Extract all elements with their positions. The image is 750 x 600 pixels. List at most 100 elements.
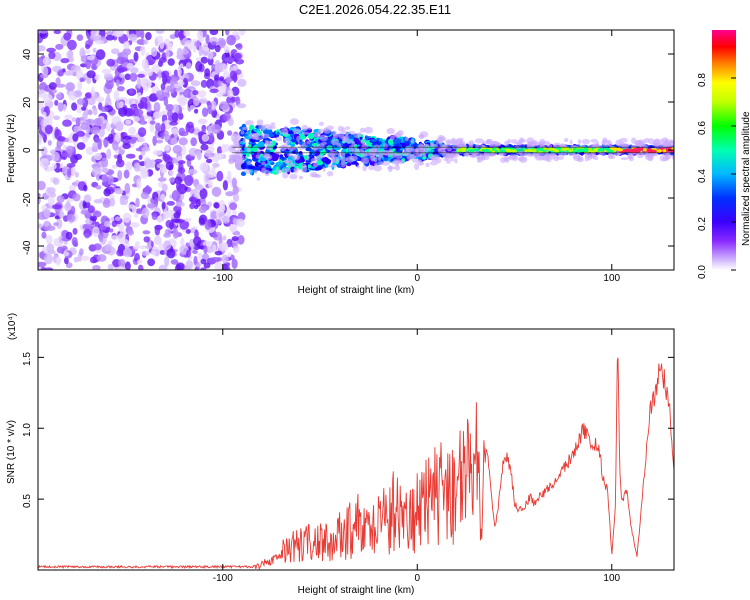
heatmap-cell xyxy=(135,208,142,213)
heatmap-cell xyxy=(330,155,336,162)
line-xtick-label: 0 xyxy=(414,573,421,584)
heatmap-cell xyxy=(530,140,539,147)
heatmap-cell xyxy=(238,30,246,36)
heatmap-cell xyxy=(94,73,100,81)
heatmap-cell xyxy=(474,138,484,144)
heatmap-cell xyxy=(55,83,66,88)
heatmap-cell xyxy=(152,111,163,119)
heatmap-cell xyxy=(152,135,157,146)
heatmap-cell xyxy=(222,235,227,241)
heatmap-cell xyxy=(171,128,179,135)
heatmap-cell xyxy=(222,216,230,224)
heatmap-cell xyxy=(593,148,599,152)
heatmap-cell xyxy=(140,96,148,104)
heatmap-cell xyxy=(71,102,78,111)
heatmap-cell xyxy=(166,248,176,259)
heatmap-cell xyxy=(178,127,186,136)
heatmap-cell xyxy=(100,157,109,168)
heatmap-cell xyxy=(201,133,210,142)
heatmap-cell xyxy=(63,215,69,222)
heatmap-cell xyxy=(38,192,41,198)
heatmap-cell xyxy=(177,80,185,86)
heatmap-cell xyxy=(203,244,208,254)
heatmap-cell xyxy=(75,102,83,114)
heatmap-cell xyxy=(47,249,56,255)
heatmap-cell xyxy=(201,107,209,117)
heatmap-cell xyxy=(459,141,466,145)
heatmap-cell xyxy=(213,202,220,209)
heatmap-cell xyxy=(192,89,199,96)
heatmap-cell xyxy=(210,100,217,111)
heatmap-cell xyxy=(128,126,137,135)
heatmap-cell xyxy=(139,245,147,250)
heatmap-cell xyxy=(82,111,88,120)
heatmap-cell xyxy=(568,149,572,153)
heatmap-cell xyxy=(145,31,152,41)
heatmap-cell xyxy=(155,139,164,144)
heatmap-cell xyxy=(581,139,591,145)
heatmap-cell xyxy=(383,143,389,149)
heatmap-cell xyxy=(306,154,310,161)
heatmap-cell xyxy=(114,216,121,222)
heatmap-cell xyxy=(477,152,482,157)
heatmap-cell xyxy=(186,249,191,258)
heatmap-cell xyxy=(87,205,95,214)
heatmap-cell xyxy=(391,160,399,165)
heatmap-cell xyxy=(312,162,319,168)
heatmap-cell xyxy=(140,77,150,87)
heatmap-cell xyxy=(116,249,124,257)
heatmap-cell xyxy=(642,148,647,152)
heatmap-cell xyxy=(404,136,409,142)
heatmap-cell xyxy=(146,68,153,77)
heatmap-cell xyxy=(84,92,92,99)
heatmap-cell xyxy=(79,77,84,83)
heatmap-cell xyxy=(76,69,84,81)
heatmap-cell xyxy=(216,146,223,155)
heatmap-cell xyxy=(216,152,224,160)
heatmap-cell xyxy=(43,253,54,265)
heatmap-cell xyxy=(57,69,64,77)
heatmap-cell xyxy=(287,162,296,167)
heatmap-cell xyxy=(242,137,246,144)
heatmap-cell xyxy=(127,229,134,236)
heatmap-cell xyxy=(301,131,309,135)
heatmap-cell xyxy=(378,141,382,145)
heatmap-cell xyxy=(500,157,507,164)
heatmap-cell xyxy=(107,133,114,144)
heatmap-cell xyxy=(636,152,644,159)
heatmap-cell xyxy=(281,168,291,173)
heatmap-cell xyxy=(55,77,61,86)
heatmap-cell xyxy=(160,193,166,201)
heatmap-cell xyxy=(125,119,132,125)
heatmap-cell xyxy=(164,144,170,151)
heatmap-cell xyxy=(45,225,56,231)
heatmap-cell xyxy=(106,148,112,160)
heatmap-cell xyxy=(265,140,273,147)
heatmap-cell xyxy=(214,261,223,270)
heatmap-cell xyxy=(232,244,240,253)
heatmap-cell xyxy=(117,170,123,181)
heatmap-cell xyxy=(123,41,130,50)
heatmap-cell xyxy=(65,82,75,92)
heatmap-cell xyxy=(107,263,114,270)
heatmap-cell xyxy=(56,93,62,99)
heatmap-cell xyxy=(100,106,109,112)
heatmap-cell xyxy=(316,154,326,159)
heatmap-cell xyxy=(346,155,355,163)
heatmap-cell xyxy=(255,137,263,141)
heatmap-cell xyxy=(200,258,207,265)
heatmap-cell xyxy=(38,45,46,52)
heatmap-cell xyxy=(185,62,192,70)
heatmap-cell xyxy=(93,117,103,126)
heatmap-cell xyxy=(644,138,650,143)
heatmap-cell xyxy=(60,58,70,64)
heatmap-cell xyxy=(194,108,199,114)
heatmap-cell xyxy=(188,196,198,203)
heatmap-cell xyxy=(370,138,378,143)
heatmap-cell xyxy=(627,154,631,160)
heatmap-cell xyxy=(91,64,97,70)
heatmap-cell xyxy=(665,152,672,160)
heatmap-cell xyxy=(161,70,170,79)
heatmap-cell xyxy=(178,113,184,120)
heatmap-cell xyxy=(179,96,187,105)
